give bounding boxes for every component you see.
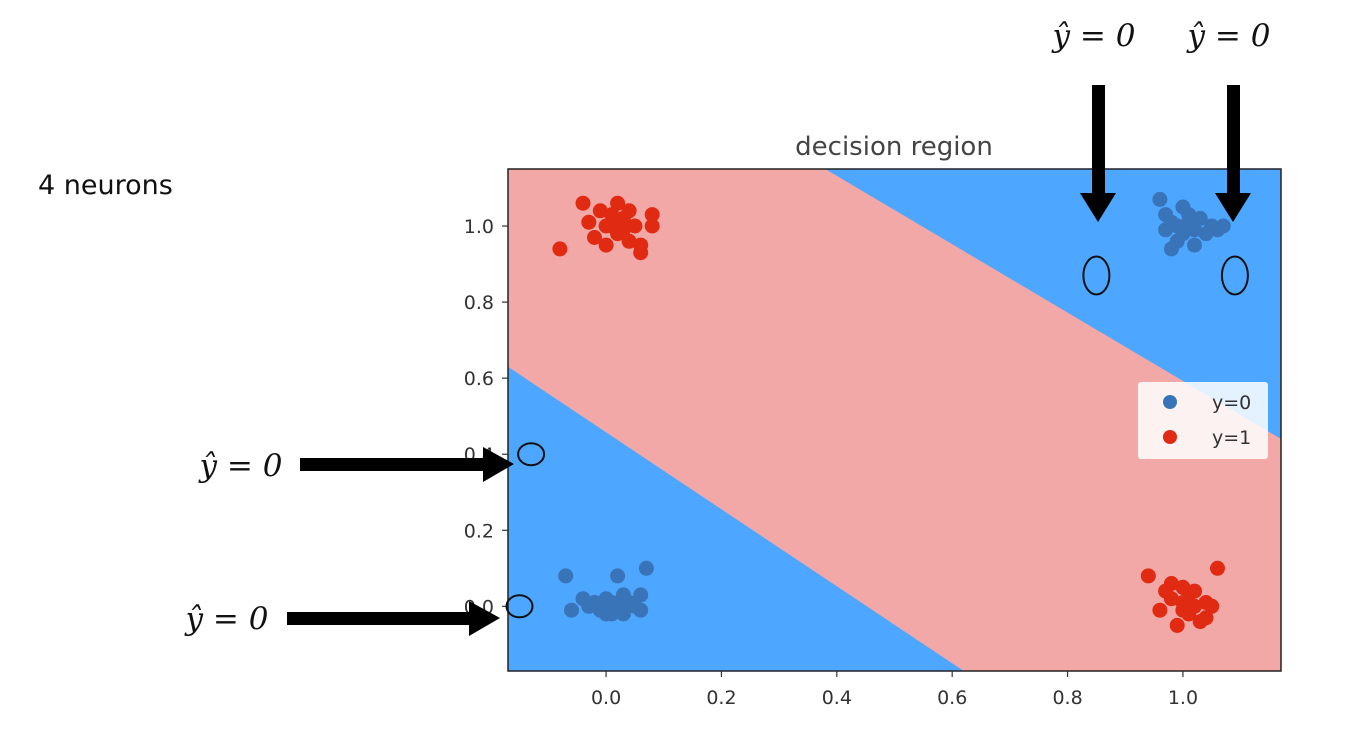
legend: y=0 y=1 (1138, 382, 1268, 459)
point-y=1 (644, 207, 660, 223)
point-y=1 (604, 207, 620, 223)
point-y=1 (1169, 617, 1185, 633)
x-tick-label: 0.6 (937, 687, 967, 709)
decision-band-y1 (508, 169, 1281, 671)
x-tick-label: 0.2 (706, 687, 736, 709)
scatter-points (552, 191, 1231, 633)
point-y=1 (1175, 602, 1191, 618)
x-tick-label: 0.8 (1052, 687, 1082, 709)
point-y=0 (1181, 207, 1197, 223)
x-axis-ticks: 0.0 0.2 0.4 0.6 0.8 1.0 (591, 671, 1198, 709)
x-tick-label: 0.4 (822, 687, 852, 709)
annotation-label-left-2: ŷ = 0 (184, 601, 269, 637)
point-y=1 (1187, 598, 1202, 614)
point-y=1 (598, 237, 614, 253)
point-y=0 (564, 602, 579, 618)
point-y=0 (1152, 191, 1168, 207)
annotation-label-left-1: ŷ = 0 (198, 448, 283, 484)
point-y=1 (1152, 602, 1168, 618)
point-y=1 (610, 195, 626, 211)
point-y=1 (1140, 568, 1156, 584)
point-y=1 (644, 218, 660, 234)
annotation-label-top-2: ŷ = 0 (1186, 18, 1271, 54)
point-y=0 (598, 606, 614, 622)
legend-label-y1: y=1 (1212, 427, 1251, 449)
arrow-top-2 (1215, 85, 1251, 222)
point-y=0 (1192, 210, 1208, 226)
point-y=1 (1204, 598, 1220, 614)
chart-title: decision region (795, 132, 993, 162)
plot-frame (507, 168, 1282, 672)
point-y=1 (1187, 583, 1202, 599)
point-y=1 (1210, 560, 1225, 576)
point-y=1 (633, 237, 649, 253)
point-y=0 (1215, 218, 1231, 234)
point-y=1 (1163, 591, 1179, 607)
highlight-ellipse (1220, 255, 1249, 296)
point-y=1 (575, 195, 591, 211)
point-y=1 (621, 233, 637, 249)
arrow-left-1 (300, 447, 514, 482)
legend-marker-y0 (1163, 395, 1177, 409)
annotation-label-top-1: ŷ = 0 (1051, 18, 1136, 54)
annotation-arrows (287, 85, 1251, 636)
highlight-ellipse (517, 442, 546, 467)
y-tick-label: 0.2 (464, 520, 494, 542)
arrow-top-1 (1080, 85, 1116, 222)
y-tick-label: 0.8 (464, 292, 494, 314)
x-tick-label: 0.0 (591, 687, 621, 709)
point-y=0 (633, 587, 649, 603)
legend-marker-y1 (1163, 430, 1177, 444)
point-y=0 (1187, 237, 1202, 253)
point-y=0 (1187, 222, 1202, 238)
point-y=1 (1198, 610, 1214, 626)
highlight-ellipse (1082, 255, 1111, 296)
highlight-ellipse (505, 594, 534, 619)
point-y=0 (558, 568, 574, 584)
side-label: 4 neurons (38, 170, 173, 201)
point-y=0 (1163, 241, 1179, 257)
point-y=0 (615, 606, 631, 622)
point-y=1 (621, 203, 637, 219)
point-y=1 (1163, 576, 1179, 591)
y-tick-label: 0.6 (464, 368, 494, 390)
point-y=0 (1175, 226, 1191, 242)
point-y=0 (638, 560, 654, 576)
point-y=1 (615, 222, 631, 238)
point-y=1 (627, 218, 643, 234)
point-y=1 (592, 203, 608, 219)
point-y=1 (587, 230, 602, 245)
point-y=0 (610, 568, 626, 584)
point-y=1 (581, 214, 597, 230)
y-axis-ticks: 0.00.20.40.60.81.0 (464, 216, 508, 618)
point-y=1 (552, 241, 568, 257)
legend-label-y0: y=0 (1212, 392, 1251, 414)
x-tick-label: 1.0 (1168, 687, 1198, 709)
highlight-ellipses (505, 255, 1249, 619)
arrow-left-2 (287, 601, 500, 636)
point-y=0 (633, 602, 649, 618)
y-tick-label: 1.0 (464, 216, 494, 238)
